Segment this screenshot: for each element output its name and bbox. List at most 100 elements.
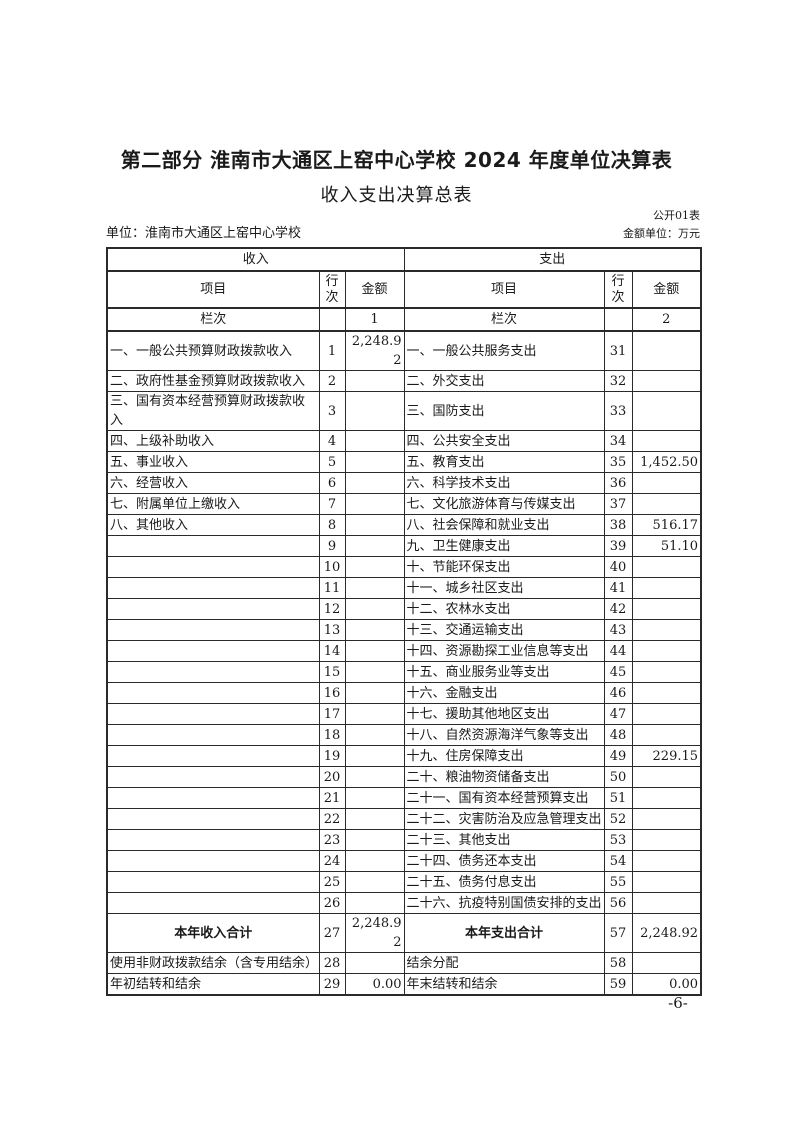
expense-amount-header: 金额: [631, 270, 702, 309]
income-line-cell: 16: [318, 682, 346, 704]
expense-amount-cell: [631, 640, 702, 662]
expense-amount-cell: [631, 598, 702, 620]
income-amount-cell: [344, 829, 405, 851]
page-subtitle: 收入支出决算总表: [320, 185, 473, 206]
income-item-cell: [106, 703, 320, 725]
expense-item-cell: 二十一、国有资本经营预算支出: [403, 787, 605, 809]
expense-amount-cell: [631, 892, 702, 914]
expense-amount-cell: [631, 370, 702, 392]
table-row: 八、其他收入 8 八、社会保障和就业支出 38 516.17: [106, 514, 702, 536]
income-line-cell: 22: [318, 808, 346, 830]
expense-item-cell: 二十、粮油物资储备支出: [403, 766, 605, 788]
table-row: 12 十二、农林水支出 42: [106, 598, 702, 620]
expense-item-cell: 一、一般公共服务支出: [403, 330, 605, 371]
income-line-cell: 3: [318, 391, 346, 431]
expense-amount-cell: [631, 829, 702, 851]
expense-line-cell: 38: [603, 514, 633, 536]
expense-amount-cell: 51.10: [631, 535, 702, 557]
income-amount-cell: [344, 370, 405, 392]
income-item-cell: 五、事业收入: [106, 451, 320, 473]
expense-amount-cell: [631, 724, 702, 746]
table-row: 七、附属单位上缴收入 7 七、文化旅游体育与传媒支出 37: [106, 493, 702, 515]
expense-amount-cell: [631, 682, 702, 704]
income-item-cell: [106, 556, 320, 578]
expense-amount-cell: [631, 808, 702, 830]
table-row: 本年收入合计 27 2,248.92 本年支出合计 57 2,248.92: [106, 913, 702, 953]
expense-guide-line: [603, 307, 633, 332]
income-amount-header: 金额: [344, 270, 405, 309]
table-row: 年初结转和结余 29 0.00 年末结转和结余 59 0.00: [106, 973, 702, 996]
income-amount-cell: [344, 391, 405, 431]
expense-line-cell: 41: [603, 577, 633, 599]
income-item-cell: [106, 640, 320, 662]
expense-line-cell: 52: [603, 808, 633, 830]
expense-line-cell: 47: [603, 703, 633, 725]
income-amount-cell: 2,248.92: [344, 913, 405, 953]
income-item-header: 项目: [106, 270, 320, 309]
expense-item-cell: 四、公共安全支出: [403, 430, 605, 452]
expense-item-cell: 二、外交支出: [403, 370, 605, 392]
income-amount-cell: 0.00: [344, 973, 405, 996]
expense-line-cell: 49: [603, 745, 633, 767]
expense-item-cell: 二十二、灾害防治及应急管理支出: [403, 808, 605, 830]
expense-item-cell: 结余分配: [403, 952, 605, 974]
income-line-cell: 10: [318, 556, 346, 578]
table-row: 六、经营收入 6 六、科学技术支出 36: [106, 472, 702, 494]
income-item-cell: [106, 892, 320, 914]
income-amount-cell: [344, 745, 405, 767]
income-amount-cell: [344, 598, 405, 620]
expense-line-cell: 50: [603, 766, 633, 788]
expense-amount-cell: [631, 703, 702, 725]
income-line-cell: 13: [318, 619, 346, 641]
income-line-cell: 5: [318, 451, 346, 473]
income-item-cell: [106, 535, 320, 557]
expense-item-cell: 六、科学技术支出: [403, 472, 605, 494]
table-row: 使用非财政拨款结余（含专用结余） 28 结余分配 58: [106, 952, 702, 974]
expense-line-cell: 44: [603, 640, 633, 662]
expense-line-cell: 48: [603, 724, 633, 746]
expense-amount-cell: [631, 661, 702, 683]
income-amount-cell: [344, 850, 405, 872]
expense-item-cell: 十二、农林水支出: [403, 598, 605, 620]
income-line-cell: 20: [318, 766, 346, 788]
table-row: 26 二十六、抗疫特别国债安排的支出 56: [106, 892, 702, 914]
income-line-cell: 8: [318, 514, 346, 536]
income-item-cell: [106, 829, 320, 851]
expense-line-cell: 46: [603, 682, 633, 704]
income-item-cell: 年初结转和结余: [106, 973, 320, 996]
expense-line-cell: 32: [603, 370, 633, 392]
income-amount-cell: [344, 493, 405, 515]
income-guide-number: 1: [344, 307, 405, 332]
table-row: 13 十三、交通运输支出 43: [106, 619, 702, 641]
expense-line-cell: 51: [603, 787, 633, 809]
expense-line-cell: 57: [603, 913, 633, 953]
expense-amount-cell: [631, 787, 702, 809]
table-row: 17 十七、援助其他地区支出 47: [106, 703, 702, 725]
expense-item-cell: 十、节能环保支出: [403, 556, 605, 578]
table-row: 五、事业收入 5 五、教育支出 35 1,452.50: [106, 451, 702, 473]
income-item-cell: 四、上级补助收入: [106, 430, 320, 452]
expense-line-cell: 37: [603, 493, 633, 515]
income-guide-line: [318, 307, 346, 332]
expense-line-cell: 35: [603, 451, 633, 473]
income-line-cell: 25: [318, 871, 346, 893]
income-guide-label: 栏次: [106, 307, 320, 332]
income-line-cell: 9: [318, 535, 346, 557]
table-row: 16 十六、金融支出 46: [106, 682, 702, 704]
income-amount-cell: [344, 514, 405, 536]
table-row: 一、一般公共预算财政拨款收入 1 2,248.92 一、一般公共服务支出 31: [106, 330, 702, 371]
income-group-header: 收入: [106, 247, 405, 272]
expense-amount-cell: [631, 493, 702, 515]
expense-item-cell: 十一、城乡社区支出: [403, 577, 605, 599]
expense-item-cell: 二十四、债务还本支出: [403, 850, 605, 872]
expense-item-cell: 十四、资源勘探工业信息等支出: [403, 640, 605, 662]
expense-item-cell: 十三、交通运输支出: [403, 619, 605, 641]
expense-item-cell: 十八、自然资源海洋气象等支出: [403, 724, 605, 746]
income-amount-cell: [344, 535, 405, 557]
income-line-cell: 27: [318, 913, 346, 953]
expense-line-cell: 31: [603, 330, 633, 371]
income-amount-cell: [344, 640, 405, 662]
income-item-cell: [106, 682, 320, 704]
income-amount-cell: [344, 892, 405, 914]
income-amount-cell: [344, 430, 405, 452]
